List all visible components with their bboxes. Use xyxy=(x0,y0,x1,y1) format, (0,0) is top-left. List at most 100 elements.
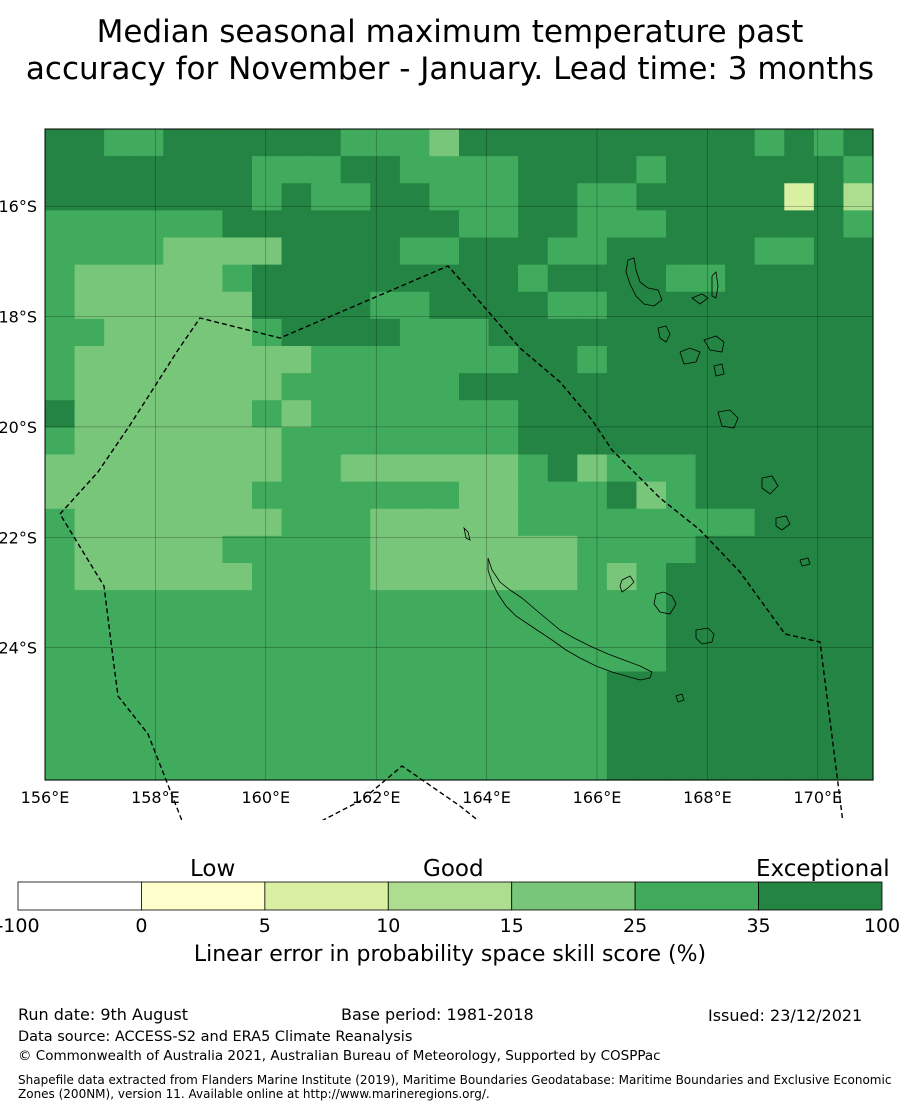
grid-cell xyxy=(74,346,105,374)
grid-cell xyxy=(459,671,490,700)
grid-cell xyxy=(843,698,874,727)
grid-cell xyxy=(340,481,371,510)
grid-cell xyxy=(133,156,164,184)
grid-cell xyxy=(281,400,312,428)
grid-cell xyxy=(843,264,874,293)
grid-cell xyxy=(429,725,460,754)
grid-cell xyxy=(666,725,697,754)
grid-cell xyxy=(813,535,845,564)
grid-cell xyxy=(222,725,253,754)
grid-cell xyxy=(754,617,785,645)
grid-cell xyxy=(399,318,431,347)
grid-cell xyxy=(725,183,756,211)
grid-cell xyxy=(636,129,667,157)
grid-cell xyxy=(163,373,194,401)
title-line-1: Median seasonal maximum temperature past xyxy=(96,14,804,50)
grid-cell xyxy=(340,617,371,645)
colorbar-tick-label: 10 xyxy=(376,915,400,937)
grid-cell xyxy=(459,156,490,184)
grid-cell xyxy=(725,210,756,239)
grid-cell xyxy=(399,237,431,266)
grid-cell xyxy=(192,454,224,483)
grid-cell xyxy=(784,535,815,564)
grid-cell xyxy=(311,617,342,645)
grid-cell xyxy=(222,373,253,401)
grid-cell xyxy=(636,508,667,537)
grid-cell xyxy=(370,644,401,673)
grid-cell xyxy=(488,563,519,591)
grid-cell xyxy=(311,237,342,266)
grid-cell xyxy=(429,590,460,618)
grid-cell xyxy=(340,563,371,591)
grid-cell xyxy=(636,590,667,618)
grid-cell xyxy=(695,590,726,618)
grid-cell xyxy=(606,508,638,537)
grid-cell xyxy=(488,346,519,374)
grid-cell xyxy=(399,400,431,428)
grid-cell xyxy=(666,508,697,537)
colorbar-tick-label: 0 xyxy=(135,915,147,937)
colorbar-swatch xyxy=(634,881,759,911)
islands xyxy=(463,257,811,703)
colorbar-axis-label: Linear error in probability space skill … xyxy=(193,942,707,967)
grid-cell xyxy=(104,590,135,618)
grid-cell xyxy=(222,752,253,781)
grid-cell xyxy=(459,481,490,510)
isle-of-pines xyxy=(675,693,685,703)
grid-cell xyxy=(74,183,105,211)
longitude-labels: 156°E 158°E 160°E 162°E 164°E 166°E 168°E 170°E xyxy=(21,788,842,807)
grid-cell xyxy=(784,563,815,591)
grid-cell xyxy=(725,454,756,483)
grid-cell xyxy=(518,508,549,537)
grid-cell xyxy=(163,617,194,645)
grid-cell xyxy=(784,291,815,320)
grid-cell xyxy=(281,725,312,754)
grid-cell xyxy=(163,291,194,320)
grid-cell xyxy=(754,183,785,211)
grid-cell xyxy=(459,698,490,727)
grid-cell xyxy=(518,671,549,700)
grid-cell xyxy=(281,752,312,781)
grid-cell xyxy=(252,481,283,510)
grid-cell xyxy=(192,427,224,456)
grid-cell xyxy=(784,725,815,754)
grid-cell xyxy=(222,291,253,320)
grid-cell xyxy=(754,400,785,428)
grid-cell xyxy=(754,535,785,564)
grid-cell xyxy=(252,508,283,537)
grid-cell xyxy=(429,481,460,510)
grid-cell xyxy=(340,318,371,347)
grid-cell xyxy=(636,183,667,211)
grid-cell xyxy=(695,752,726,781)
grid-cell xyxy=(813,427,845,456)
grid-cell xyxy=(754,698,785,727)
vanuatu-island-h xyxy=(799,557,811,567)
grid-cell xyxy=(74,400,105,428)
grid-cell xyxy=(429,129,460,157)
grid-cell xyxy=(577,346,608,374)
grid-cell xyxy=(45,698,76,727)
grid-cell xyxy=(370,183,401,211)
grid-cell xyxy=(311,156,342,184)
grid-cell xyxy=(429,346,460,374)
grid-cell xyxy=(340,508,371,537)
grid-cell xyxy=(192,237,224,266)
grid-cell xyxy=(429,535,460,564)
grid-cell xyxy=(577,129,608,157)
colorbar-swatches xyxy=(17,881,883,911)
grid-cell xyxy=(784,644,815,673)
shapefile-credit: Shapefile data extracted from Flanders M… xyxy=(18,1073,892,1101)
grid-cell xyxy=(133,291,164,320)
grid-cell xyxy=(133,535,164,564)
grid-cell xyxy=(695,318,726,347)
grid-cell xyxy=(606,590,638,618)
grid-cell xyxy=(45,318,76,347)
grid-cell xyxy=(192,698,224,727)
grid-cell xyxy=(192,752,224,781)
grid-cell xyxy=(104,183,135,211)
grid-cell xyxy=(74,210,105,239)
grid-cell xyxy=(399,454,431,483)
grid-cell xyxy=(695,156,726,184)
grid-cell xyxy=(577,481,608,510)
grid-cell xyxy=(222,698,253,727)
